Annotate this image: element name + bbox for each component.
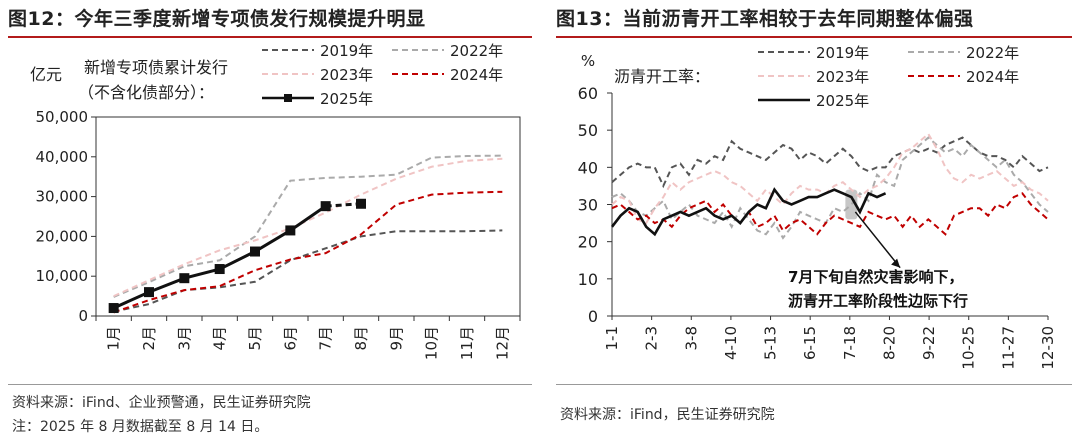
x-tick-label: 11月 xyxy=(458,326,476,360)
legend-label: 2019年 xyxy=(320,42,373,60)
x-tick-label: 10月 xyxy=(423,326,441,360)
x-tick-label: 11-27 xyxy=(999,326,1017,370)
series-line xyxy=(611,132,1049,225)
y-tick-label: 30,000 xyxy=(36,188,89,206)
series-line xyxy=(611,136,1049,240)
x-tick-label: 9月 xyxy=(387,326,405,351)
x-tick-label: 6月 xyxy=(281,326,299,351)
y-axis-label: % xyxy=(581,52,595,70)
y-tick-label: 10,000 xyxy=(36,267,89,285)
callout-arrow xyxy=(854,211,901,269)
x-tick-label: 5月 xyxy=(246,326,264,351)
legend-marker xyxy=(284,94,292,102)
chart-title: 图12：今年三季度新增专项债发行规模提升明显 xyxy=(8,8,426,30)
line-chart-special-bonds: 0 10,000 20,000 30,000 40,000 50,000 1月 2月 3月 4月 5… xyxy=(30,42,521,360)
title-rule xyxy=(556,36,1072,38)
x-tick-label: 10-25 xyxy=(960,326,978,370)
y-tick-label: 20 xyxy=(578,233,598,252)
note-text: 注：2025 年 8 月数据截至 8 月 14 日。 xyxy=(12,419,269,435)
chart-annotation: 新增专项债累计发行 xyxy=(84,58,228,77)
callout-text: 沥青开工率阶段性边际下行 xyxy=(788,292,968,310)
x-tick-label: 8-20 xyxy=(880,326,898,360)
x-tick-label: 4-10 xyxy=(722,326,740,360)
y-tick-label: 40 xyxy=(578,158,598,177)
legend-label: 2023年 xyxy=(816,68,869,86)
x-tick-label: 6-15 xyxy=(801,326,819,360)
x-tick-label: 1-1 xyxy=(603,326,621,351)
data-point xyxy=(356,198,366,209)
series-line xyxy=(611,136,1049,189)
chart-annotation: 沥青开工率： xyxy=(614,67,710,86)
x-tick-label: 7月 xyxy=(317,326,335,351)
series-line xyxy=(113,157,503,298)
y-tick-label: 60 xyxy=(578,84,598,103)
line-chart-asphalt-rate: 0 10 20 30 40 50 60% 沥青开工率： 1-1 2-3 3-8 4-10 5-13 6-1… xyxy=(578,44,1057,370)
chart-title: 图13：当前沥青开工率相较于去年同期整体偏强 xyxy=(556,8,974,30)
x-tick-label: 7-18 xyxy=(841,326,859,360)
data-point xyxy=(108,303,119,314)
y-tick-label: 20,000 xyxy=(36,227,89,245)
chart-panel-right: 图13：当前沥青开工率相较于去年同期整体偏强 0 10 20 30 40 50 60% 沥青开… xyxy=(548,0,1080,441)
x-tick-label: 8月 xyxy=(352,326,370,351)
series-line-partial xyxy=(325,202,362,208)
x-tick-label: 3月 xyxy=(175,326,193,351)
legend-label: 2024年 xyxy=(450,66,503,84)
y-tick-label: 10 xyxy=(578,270,598,289)
x-tick-label: 12-30 xyxy=(1039,326,1057,370)
series-line xyxy=(610,187,887,237)
legend-label: 2024年 xyxy=(966,68,1019,86)
legend-label: 2025年 xyxy=(816,92,869,110)
series-line xyxy=(113,190,503,314)
x-tick-label: 2月 xyxy=(140,326,158,351)
x-tick-label: 4月 xyxy=(211,326,229,351)
legend-label: 2023年 xyxy=(320,66,373,84)
x-tick-label: 5-13 xyxy=(762,326,780,360)
x-tick-label: 12月 xyxy=(493,326,511,360)
series-line xyxy=(113,154,503,298)
data-point xyxy=(320,201,331,212)
source-text: 资料来源：iFind、企业预警通，民生证券研究院 xyxy=(12,395,311,411)
callout-text: 7月下旬自然灾害影响下， xyxy=(788,268,963,286)
y-tick-label: 0 xyxy=(78,307,88,325)
y-tick-label: 0 xyxy=(588,307,598,326)
x-tick-label: 9-22 xyxy=(920,326,938,360)
series-line xyxy=(113,229,503,313)
y-axis-label: 亿元 xyxy=(30,65,62,84)
source-rule xyxy=(556,384,1072,385)
data-point xyxy=(214,264,225,275)
callout-arrowhead xyxy=(891,258,901,268)
data-point xyxy=(144,287,154,298)
y-tick-label: 50 xyxy=(578,121,598,140)
y-tick-label: 40,000 xyxy=(36,148,89,166)
data-point xyxy=(285,225,296,236)
chart-panel-left: 图12：今年三季度新增专项债发行规模提升明显 0 10,000 20,000 30,0… xyxy=(8,8,532,435)
legend-label: 2022年 xyxy=(450,42,503,60)
data-point xyxy=(179,273,190,284)
x-tick-label: 2-3 xyxy=(643,326,661,351)
data-point xyxy=(250,246,260,257)
chart-annotation: （不含化债部分）： xyxy=(78,83,214,102)
y-tick-label: 30 xyxy=(578,196,598,215)
legend-label: 2019年 xyxy=(816,44,869,62)
legend-label: 2025年 xyxy=(320,90,373,108)
source-rule xyxy=(8,384,532,385)
y-tick-label: 50,000 xyxy=(36,108,89,126)
title-rule xyxy=(8,36,532,38)
legend-label: 2022年 xyxy=(966,44,1019,62)
source-text: 资料来源：iFind，民生证券研究院 xyxy=(560,407,775,423)
x-tick-label: 1月 xyxy=(105,326,123,351)
x-tick-label: 3-8 xyxy=(682,326,700,351)
series-line xyxy=(611,192,1049,236)
